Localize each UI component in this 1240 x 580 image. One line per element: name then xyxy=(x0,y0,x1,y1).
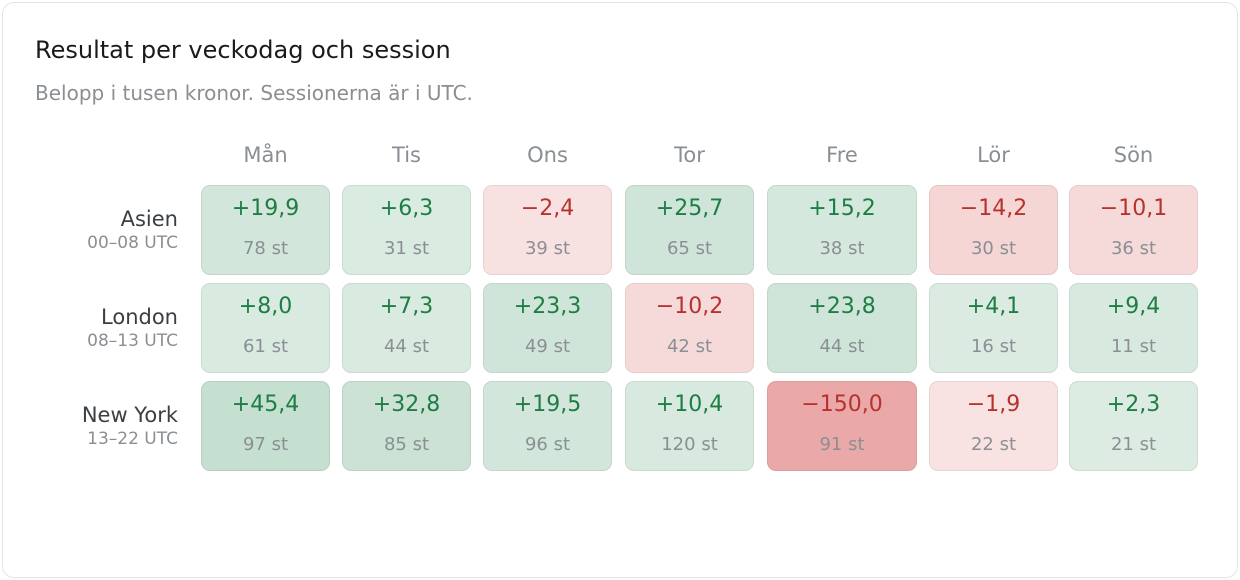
column-header: Sön xyxy=(1113,143,1154,167)
cell-value: +45,4 xyxy=(231,392,300,417)
heatmap-cell: +19,9 78 st xyxy=(201,185,330,275)
cell-count: 16 st xyxy=(970,336,1017,357)
cell-value: +25,7 xyxy=(655,196,724,221)
row-label: Asien 00–08 UTC xyxy=(23,206,178,254)
cell-value: +15,2 xyxy=(808,196,876,221)
row-hours: 08–13 UTC xyxy=(87,331,178,351)
cell-count: 61 st xyxy=(242,336,289,357)
heatmap-cell: +8,0 61 st xyxy=(201,283,330,373)
heatmap-cell: +9,4 11 st xyxy=(1069,283,1198,373)
cell-count: 44 st xyxy=(819,336,865,357)
row-label: New York 13–22 UTC xyxy=(23,402,178,450)
cell-count: 11 st xyxy=(1110,336,1157,357)
cell-count: 49 st xyxy=(524,336,571,357)
cell-count: 22 st xyxy=(970,434,1017,455)
cell-value: +2,3 xyxy=(1106,392,1161,417)
heatmap-cell: +32,8 85 st xyxy=(342,381,471,471)
heatmap-cell: +4,1 16 st xyxy=(929,283,1058,373)
heatmap-cell: −10,1 36 st xyxy=(1069,185,1198,275)
cell-count: 44 st xyxy=(383,336,430,357)
cell-count: 42 st xyxy=(666,336,713,357)
row-name: Asien xyxy=(120,207,178,231)
cell-count: 96 st xyxy=(524,434,571,455)
cell-count: 21 st xyxy=(1110,434,1157,455)
cell-value: −14,2 xyxy=(959,196,1028,221)
cell-value: +7,3 xyxy=(379,294,434,319)
cell-count: 39 st xyxy=(524,238,571,259)
column-header: Tor xyxy=(674,143,705,167)
row-label: London 08–13 UTC xyxy=(23,304,178,352)
cell-value: +23,3 xyxy=(513,294,582,319)
row-name: New York xyxy=(81,403,178,427)
chart-subtitle: Belopp i tusen kronor. Sessionerna är i … xyxy=(35,81,473,105)
heatmap-cell: −14,2 30 st xyxy=(929,185,1058,275)
heatmap-cell: −10,2 42 st xyxy=(625,283,754,373)
heatmap-cell: −2,4 39 st xyxy=(483,185,612,275)
cell-value: −10,1 xyxy=(1099,196,1168,221)
row-hours: 13–22 UTC xyxy=(87,429,178,449)
column-header: Tis xyxy=(392,143,421,167)
heatmap-cell: +19,5 96 st xyxy=(483,381,612,471)
cell-value: +9,4 xyxy=(1106,294,1161,319)
cell-count: 38 st xyxy=(819,238,865,259)
cell-value: −1,9 xyxy=(966,392,1021,417)
cell-count: 91 st xyxy=(819,434,865,455)
cell-value: +23,8 xyxy=(808,294,876,319)
cell-value: −2,4 xyxy=(520,196,575,221)
cell-value: +8,0 xyxy=(238,294,293,319)
cell-count: 30 st xyxy=(970,238,1017,259)
chart-title: Resultat per veckodag och session xyxy=(35,36,451,64)
cell-value: +10,4 xyxy=(655,392,724,417)
heatmap-cell: +23,8 44 st xyxy=(767,283,917,373)
cell-value: +32,8 xyxy=(372,392,441,417)
heatmap-cell: +25,7 65 st xyxy=(625,185,754,275)
heatmap-cell: −150,0 91 st xyxy=(767,381,917,471)
column-header: Lör xyxy=(977,143,1010,167)
row-hours: 00–08 UTC xyxy=(87,233,178,253)
row-name: London xyxy=(101,305,178,329)
column-header: Fre xyxy=(826,143,858,167)
cell-value: +6,3 xyxy=(379,196,434,221)
heatmap-cell: +6,3 31 st xyxy=(342,185,471,275)
cell-count: 120 st xyxy=(661,434,718,455)
column-header: Mån xyxy=(243,143,288,167)
heatmap-cell: +10,4 120 st xyxy=(625,381,754,471)
cell-value: +19,9 xyxy=(231,196,300,221)
cell-count: 65 st xyxy=(666,238,713,259)
cell-count: 36 st xyxy=(1110,238,1157,259)
column-header: Ons xyxy=(527,143,568,167)
heatmap-cell: +23,3 49 st xyxy=(483,283,612,373)
cell-count: 97 st xyxy=(242,434,289,455)
cell-count: 78 st xyxy=(242,238,289,259)
heatmap-cell: +2,3 21 st xyxy=(1069,381,1198,471)
heatmap-cell: +15,2 38 st xyxy=(767,185,917,275)
cell-value: +19,5 xyxy=(513,392,582,417)
cell-count: 31 st xyxy=(383,238,430,259)
cell-value: +4,1 xyxy=(966,294,1021,319)
cell-value: −10,2 xyxy=(655,294,724,319)
heatmap-cell: −1,9 22 st xyxy=(929,381,1058,471)
heatmap-cell: +45,4 97 st xyxy=(201,381,330,471)
cell-count: 85 st xyxy=(383,434,430,455)
heatmap-cell: +7,3 44 st xyxy=(342,283,471,373)
cell-value: −150,0 xyxy=(801,392,883,417)
